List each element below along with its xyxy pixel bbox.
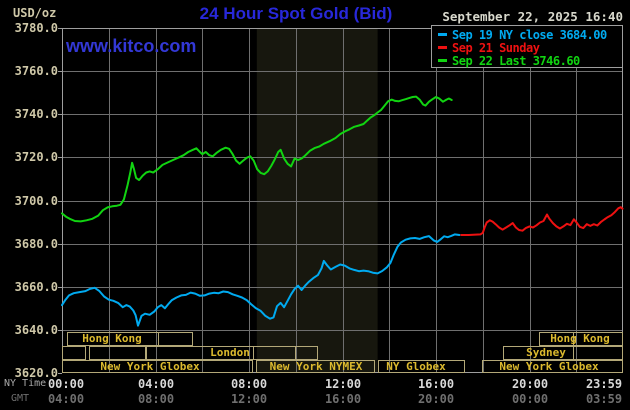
ny-time-row-label: NY Time (4, 378, 47, 389)
session-box-new-york-globex (482, 360, 623, 373)
legend-label-sep19: Sep 19 NY close 3684.00 (452, 27, 607, 42)
legend-row-sep22: Sep 22 Last 3746.60 (432, 53, 622, 68)
session-box (62, 346, 86, 360)
session-label: Hong Kong (550, 332, 610, 345)
legend-row-sep21: Sep 21 Sunday (432, 40, 622, 55)
y-axis-unit-label: USD/oz (13, 6, 57, 20)
sep21-line-swatch-icon (438, 46, 447, 49)
chart-datetime: September 22, 2025 16:40 (442, 9, 623, 24)
gmt-tick-label: 08:00 (137, 392, 175, 406)
sep19-line-swatch-icon (438, 33, 447, 36)
session-divider (253, 347, 254, 359)
session-box-hong-kong (67, 332, 193, 346)
sep21-price-line (460, 206, 624, 236)
legend-label-sep22: Sep 22 Last 3746.60 (452, 53, 580, 68)
gmt-tick-label: 16:00 (324, 392, 362, 406)
sep22-line-swatch-icon (438, 59, 447, 62)
session-divider (573, 333, 574, 345)
legend-row-sep19: Sep 19 NY close 3684.00 (432, 27, 622, 42)
sep22-price-line (61, 95, 453, 223)
session-box-sydney (503, 346, 623, 360)
ny-time-tick-label: 12:00 (324, 377, 362, 391)
gmt-tick-label: 00:00 (511, 392, 549, 406)
ny-time-tick-label: 20:00 (511, 377, 549, 391)
ny-time-tick-label: 23:59 (585, 377, 623, 391)
gmt-tick-label: 12:00 (230, 392, 268, 406)
chart-title: 24 Hour Spot Gold (Bid) (199, 4, 393, 23)
y-axis-tick-label: 3740.0 (14, 107, 58, 121)
y-axis-tick-label: 3620.0 (14, 366, 58, 380)
session-label: Sydney (526, 346, 566, 359)
gmt-row-label: GMT (11, 393, 30, 404)
nymex-session-shading (256, 28, 378, 373)
ny-time-tick-label: 08:00 (230, 377, 268, 391)
session-box-hong-kong (539, 332, 623, 346)
y-axis-tick-label: 3780.0 (14, 21, 58, 35)
session-box-london (146, 346, 318, 360)
session-divider (158, 333, 159, 345)
y-axis-tick-label: 3760.0 (14, 64, 58, 78)
ny-time-tick-label: 04:00 (137, 377, 175, 391)
y-axis-tick-label: 3660.0 (14, 280, 58, 294)
session-divider (573, 347, 574, 359)
y-axis-tick-label: 3640.0 (14, 323, 58, 337)
y-axis-tick-label: 3700.0 (14, 194, 58, 208)
session-label: London (210, 346, 250, 359)
session-box-ny-globex (378, 360, 465, 373)
y-axis-tick-label: 3720.0 (14, 150, 58, 164)
gmt-tick-label: 20:00 (417, 392, 455, 406)
gmt-tick-label: 04:00 (47, 392, 85, 406)
legend-label-sep21: Sep 21 Sunday (452, 40, 540, 55)
session-box (89, 346, 146, 360)
session-label: New York NYMEX (269, 360, 363, 373)
session-label: New York Globex (100, 360, 200, 373)
session-divider (295, 347, 296, 359)
session-label: NY Globex (386, 360, 446, 373)
ny-time-tick-label: 16:00 (417, 377, 455, 391)
kitco-watermark-link[interactable]: www.kitco.com (66, 36, 197, 56)
gmt-tick-label: 03:59 (585, 392, 623, 406)
legend-box: Sep 19 NY close 3684.00 Sep 21 Sunday Se… (431, 25, 623, 68)
session-box-new-york-globex (62, 360, 253, 373)
ny-time-tick-label: 00:00 (47, 377, 85, 391)
session-label: Hong Kong (82, 332, 142, 345)
session-label: New York Globex (499, 360, 599, 373)
sep19-price-line (61, 233, 461, 327)
y-axis-tick-label: 3680.0 (14, 237, 58, 251)
session-box-new-york-nymex (256, 360, 375, 373)
